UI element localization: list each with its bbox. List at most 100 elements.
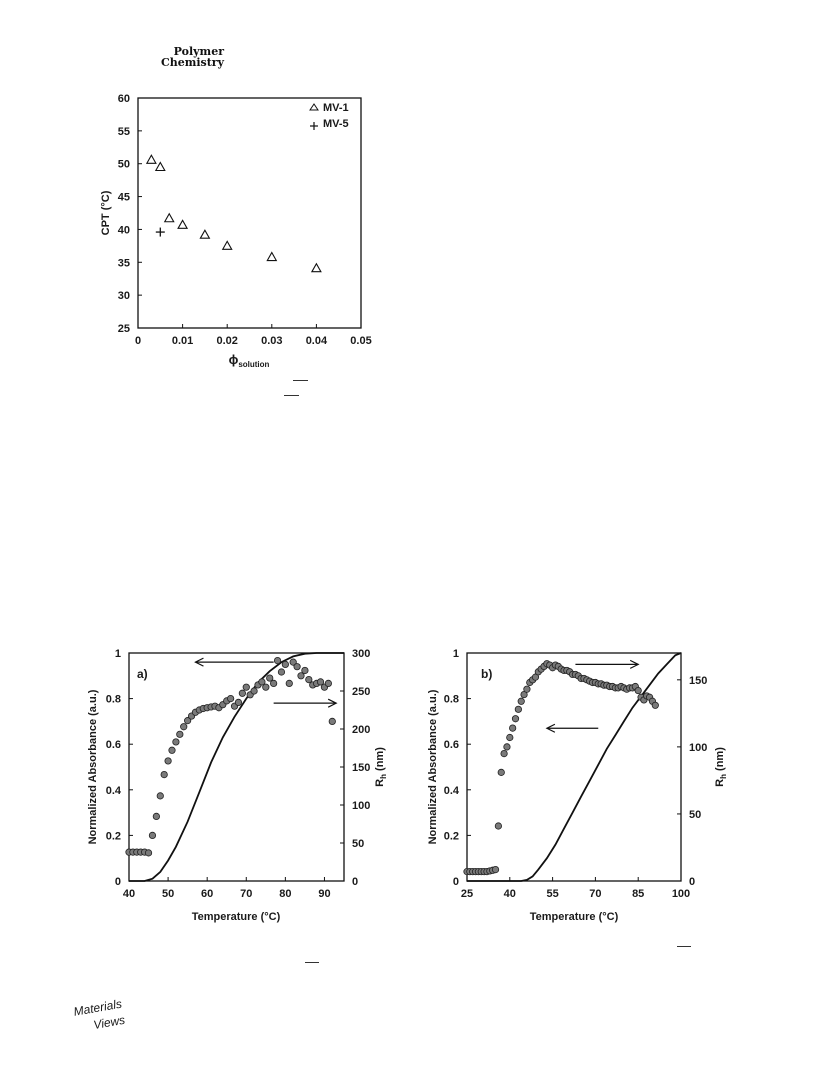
y-left-tick-label: 0.6 [444, 739, 459, 751]
y-left-tick-label: 0.4 [106, 785, 122, 797]
arrow-right-icon [575, 659, 640, 669]
materials-views-logo-icon: Materials Views [73, 997, 127, 1033]
x-axis-label: Temperature (°C) [192, 911, 281, 923]
y-right-tick-label: 300 [352, 648, 370, 660]
rh-point [152, 812, 160, 820]
x-tick-label: 0.03 [261, 335, 282, 347]
rh-point [273, 656, 282, 665]
rh-point [164, 757, 172, 765]
panel-label: a) [137, 667, 148, 681]
y-right-tick-label: 150 [352, 762, 370, 774]
y-right-tick-label: 50 [352, 838, 364, 850]
rh-point [511, 715, 520, 723]
rh-point [168, 746, 176, 754]
y-left-tick-label: 0.4 [444, 785, 460, 797]
x-axis-label: Temperature (°C) [530, 911, 619, 923]
y-tick-label: 40 [118, 224, 130, 236]
rh-point [517, 697, 525, 705]
y-axis-label-right-sub: h [379, 774, 388, 779]
absorbance-curve [467, 652, 682, 882]
x-tick-label: 40 [504, 888, 516, 900]
page-rule [293, 380, 308, 381]
page-rule [305, 962, 319, 963]
y-axis-label-right-main: R [374, 779, 386, 787]
absorbance-curve [129, 652, 344, 882]
rh-point [324, 679, 332, 688]
rh-point [148, 831, 157, 839]
rh-point [514, 705, 522, 713]
rh-point [297, 672, 305, 680]
rh-point [160, 771, 168, 779]
legend: MV-1 MV-5 [309, 102, 349, 130]
y-left-tick-label: 0.2 [106, 830, 121, 842]
mv5-point [155, 227, 165, 237]
rh-point [262, 683, 270, 691]
arrow-left-icon [194, 657, 274, 667]
rh-point [266, 674, 274, 682]
x-tick-label: 0 [135, 335, 141, 347]
mv1-point [145, 154, 157, 164]
rh-point [491, 866, 500, 874]
arrow-left-icon [545, 723, 599, 733]
rh-point [293, 663, 301, 671]
x-tick-label: 25 [461, 888, 473, 900]
legend-triangle-icon [309, 103, 319, 111]
rh-point [234, 698, 243, 707]
logo-line2: Views [92, 1013, 126, 1030]
legend-plus-icon [310, 122, 318, 130]
y-tick-label: 30 [118, 290, 130, 302]
y-axis-label-right-unit: (nm) [374, 747, 386, 774]
x-tick-label: 80 [279, 888, 291, 900]
y-tick-label: 50 [118, 159, 130, 171]
y-axis-label-right: Rh (nm) [374, 747, 388, 787]
legend-label-mv1: MV-1 [323, 102, 349, 114]
plot-frame [137, 97, 362, 329]
y-left-tick-label: 0 [115, 876, 121, 888]
rh-point [506, 733, 514, 742]
rh-point [494, 822, 502, 830]
x-axis-label-main: ϕ [229, 352, 239, 367]
legend-label-mv5: MV-5 [323, 118, 349, 130]
x-tick-label: 70 [589, 888, 601, 900]
y-left-tick-label: 0.2 [444, 830, 459, 842]
page-rule [284, 395, 299, 396]
rh-point [227, 694, 235, 703]
rh-point [285, 679, 293, 688]
mv1-point [163, 212, 175, 223]
y-right-tick-label: 200 [352, 724, 370, 736]
y-tick-label: 55 [118, 126, 130, 138]
x-tick-label: 60 [201, 888, 213, 900]
rh-point [277, 668, 286, 676]
rh-point [144, 849, 153, 857]
rh-point [503, 743, 511, 751]
rh-point [523, 685, 531, 693]
y-axis-label-right-unit: (nm) [714, 747, 726, 774]
y-tick-label: 60 [118, 93, 130, 105]
rh-point [497, 768, 505, 776]
y-left-tick-label: 0.8 [444, 694, 459, 706]
mv1-point [221, 240, 233, 250]
rh-point [634, 686, 642, 695]
x-tick-label: 90 [318, 888, 330, 900]
journal-title-line1: Polymer [173, 45, 224, 58]
y-left-tick-label: 1 [453, 648, 459, 660]
y-axis-label-right-main: R [714, 779, 726, 787]
rh-point [250, 687, 258, 695]
y-axis-label: CPT (°C) [100, 190, 112, 235]
mv1-point [199, 229, 211, 239]
y-right-tick-label: 100 [689, 742, 707, 754]
x-tick-label: 40 [123, 888, 135, 900]
y-axis-label-right-sub: h [719, 774, 728, 779]
y-right-tick-label: 100 [352, 800, 370, 812]
y-axis-label-left: Normalized Absorbance (a.u.) [427, 689, 439, 844]
x-tick-label: 100 [672, 888, 690, 900]
x-tick-label: 50 [162, 888, 174, 900]
rh-point [305, 675, 313, 684]
y-right-tick-label: 250 [352, 686, 370, 698]
mv1-point [310, 262, 322, 273]
arrow-right-icon [273, 698, 338, 708]
rh-point [509, 724, 517, 732]
plot-frame [466, 652, 682, 882]
journal-title-line2: Chemistry [160, 56, 224, 69]
